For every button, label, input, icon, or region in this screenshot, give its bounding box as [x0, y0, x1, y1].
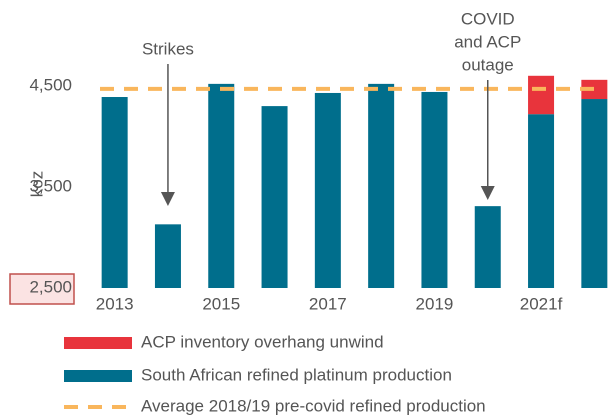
bar	[314, 92, 341, 289]
bar	[474, 206, 501, 288]
bar	[154, 224, 181, 288]
annotation-text: COVID	[461, 9, 515, 28]
highlight-box	[9, 273, 75, 305]
legend-label: South African refined platinum productio…	[141, 365, 452, 384]
legend-swatch	[64, 370, 132, 382]
y-axis-label: koz	[27, 171, 46, 197]
bar	[261, 106, 288, 289]
x-tick-label: 2017	[309, 294, 347, 313]
bar	[101, 97, 128, 288]
bar	[528, 75, 555, 115]
annotation-text: outage	[462, 55, 514, 74]
y-tick-label: 2,500	[29, 277, 72, 296]
bar	[581, 79, 608, 100]
x-tick-label: 2013	[96, 294, 134, 313]
y-tick-label: 4,500	[29, 75, 72, 94]
annotation-text: Strikes	[142, 39, 194, 58]
y-tick-label: 3,500	[29, 176, 72, 195]
legend-swatch	[64, 337, 132, 349]
bar	[528, 114, 555, 288]
bar	[421, 91, 448, 289]
x-tick-label: 2019	[416, 294, 454, 313]
x-tick-label: 2021f	[520, 294, 563, 313]
bar	[368, 83, 395, 288]
arrow-head	[480, 186, 495, 200]
x-tick-label: 2015	[202, 294, 240, 313]
arrow-head	[160, 192, 175, 206]
legend-label: Average 2018/19 pre-covid refined produc…	[141, 396, 486, 415]
bar	[581, 99, 608, 288]
annotation-text: and ACP	[454, 32, 521, 51]
legend-label: ACP inventory overhang unwind	[141, 332, 384, 351]
bar	[208, 83, 235, 288]
